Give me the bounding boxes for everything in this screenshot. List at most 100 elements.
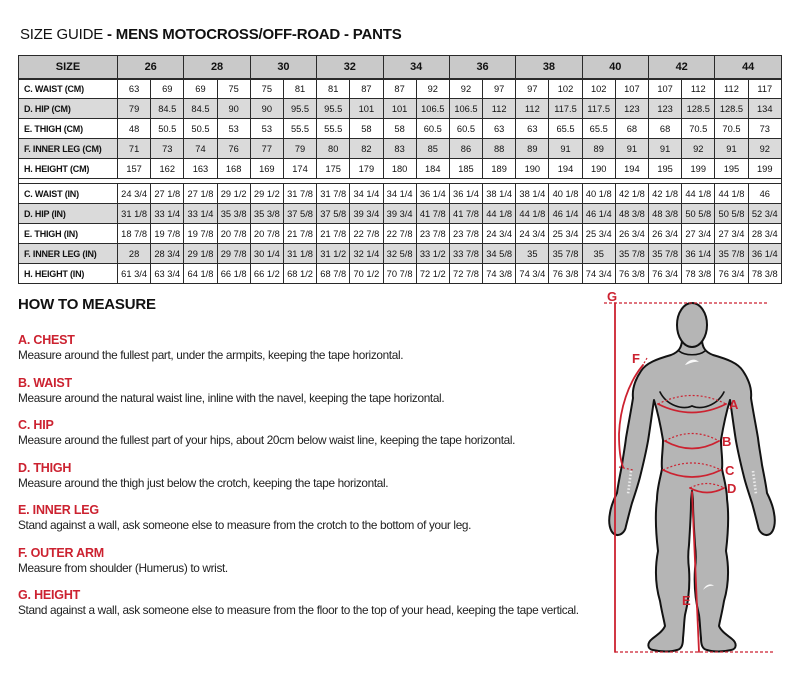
size-value-cell: 44 1/8: [515, 203, 550, 224]
size-value-cell: 40 1/8: [581, 183, 616, 204]
size-value-cell: 33 1/4: [150, 203, 185, 224]
measure-item: A. CHEST Measure around the fullest part…: [18, 333, 603, 363]
size-value-cell: 112: [515, 98, 550, 119]
table-row: E. THIGH (IN) 18 7/8 19 7/8 19 7/8 20 7/8 20 …: [18, 223, 783, 244]
thigh-band-d-back: [689, 482, 725, 489]
size-value-cell: 38 1/4: [482, 183, 517, 204]
size-value-cell: 157: [116, 158, 152, 179]
size-value-cell: 68: [614, 118, 650, 139]
size-value-cell: 53: [216, 118, 251, 139]
size-value-cell: 36 1/4: [747, 243, 783, 264]
size-value-cell: 73: [747, 118, 783, 139]
size-value-cell: 102: [581, 78, 616, 99]
size-value-cell: 27 1/8: [183, 183, 218, 204]
size-value-cell: 97: [482, 78, 517, 99]
outer-arm-line-f: [618, 364, 644, 468]
size-value-cell: 76 3/4: [647, 263, 683, 284]
size-value-cell: 92: [747, 138, 783, 159]
size-value-cell: 42 1/8: [647, 183, 683, 204]
size-value-cell: 163: [183, 158, 218, 179]
size-value-cell: 33 7/8: [448, 243, 484, 264]
size-value-cell: 26 3/4: [647, 223, 683, 244]
size-value-cell: 117: [747, 78, 783, 99]
waist-band-b: [664, 440, 720, 450]
measure-item-text: Measure around the fullest part of your …: [18, 433, 516, 448]
size-value-cell: 52 3/4: [747, 203, 783, 224]
size-value-cell: 34 5/8: [482, 243, 517, 264]
size-value-cell: 21 7/8: [282, 223, 318, 244]
size-value-cell: 53: [249, 118, 284, 139]
size-value-cell: 26 3/4: [614, 223, 650, 244]
size-value-cell: 70.5: [714, 118, 749, 139]
size-value-cell: 87: [382, 78, 417, 99]
size-value-cell: 27 1/8: [150, 183, 185, 204]
size-value-cell: 107: [647, 78, 683, 99]
size-column-header: 40: [581, 55, 650, 80]
measure-item-text: Measure around the thigh just below the …: [18, 475, 389, 490]
size-value-cell: 180: [382, 158, 417, 179]
size-value-cell: 189: [482, 158, 517, 179]
table-row: C. WAIST (CM) 63 69 69 75 75 81 81 87 87 92 92 97 97 1…: [18, 78, 783, 99]
size-value-cell: 35 7/8: [714, 243, 749, 264]
table-row: F. INNER LEG (IN) 28 28 3/4 29 1/8 29 7/8 30 …: [18, 243, 783, 264]
row-label: H. HEIGHT (IN): [18, 263, 118, 284]
size-value-cell: 194: [548, 158, 583, 179]
waist-band-b-back: [664, 432, 720, 442]
figure-label-a: A: [729, 397, 739, 412]
size-value-cell: 19 7/8: [150, 223, 185, 244]
size-value-cell: 19 7/8: [183, 223, 218, 244]
size-value-cell: 85: [415, 138, 450, 159]
size-value-cell: 92: [681, 138, 716, 159]
size-column-header: 32: [316, 55, 384, 80]
row-label: H. HEIGHT (CM): [18, 158, 118, 179]
size-value-cell: 60.5: [448, 118, 484, 139]
figure-label-d: D: [727, 481, 736, 496]
head: [676, 302, 708, 348]
figure-label-e: E: [682, 593, 691, 608]
size-value-cell: 74 3/4: [581, 263, 616, 284]
row-label: F. INNER LEG (CM): [18, 138, 118, 159]
size-value-cell: 24 3/4: [116, 183, 152, 204]
measure-item-heading: B. WAIST: [18, 375, 72, 390]
size-value-cell: 42 1/8: [614, 183, 650, 204]
size-value-cell: 74 3/4: [515, 263, 550, 284]
size-value-cell: 31 7/8: [316, 183, 351, 204]
alpinestars-logo-chest: [685, 359, 699, 365]
size-value-cell: 37 5/8: [316, 203, 351, 224]
measure-item: C. HIP Measure around the fullest part o…: [18, 418, 603, 448]
collar-line: [678, 350, 706, 356]
measure-item-heading: E. INNER LEG: [18, 503, 99, 518]
size-value-cell: 25 3/4: [581, 223, 616, 244]
measure-item: E. INNER LEG Stand against a wall, ask s…: [18, 503, 603, 533]
size-value-cell: 78 3/8: [747, 263, 783, 284]
size-value-cell: 76 3/8: [548, 263, 583, 284]
size-value-cell: 25 3/4: [548, 223, 583, 244]
size-value-cell: 60.5: [415, 118, 450, 139]
size-value-cell: 195: [714, 158, 749, 179]
row-label: D. HIP (IN): [18, 203, 118, 224]
measure-item: F. OUTER ARM Measure from shoulder (Hume…: [18, 546, 603, 576]
size-value-cell: 55.5: [316, 118, 351, 139]
page-title: SIZE GUIDE - MENS MOTOCROSS/OFF-ROAD - PA…: [20, 26, 402, 43]
size-value-cell: 27 3/4: [714, 223, 749, 244]
size-value-cell: 23 7/8: [448, 223, 484, 244]
size-value-cell: 179: [349, 158, 384, 179]
size-value-cell: 106.5: [415, 98, 450, 119]
size-value-cell: 24 3/4: [515, 223, 550, 244]
size-value-cell: 36 1/4: [448, 183, 484, 204]
size-value-cell: 102: [548, 78, 583, 99]
size-value-cell: 38 1/4: [515, 183, 550, 204]
forearm-print-left: [626, 470, 633, 495]
size-value-cell: 41 7/8: [415, 203, 450, 224]
inner-leg-line-e: [691, 491, 700, 653]
row-label: C. WAIST (CM): [18, 78, 118, 99]
size-value-cell: 95.5: [316, 98, 351, 119]
measure-item-heading: D. THIGH: [18, 460, 72, 475]
size-value-cell: 66 1/2: [249, 263, 284, 284]
size-value-cell: 87: [349, 78, 384, 99]
size-value-cell: 75: [216, 78, 251, 99]
size-value-cell: 70 1/2: [349, 263, 384, 284]
figure-label-g: G: [607, 289, 617, 304]
size-value-cell: 36 1/4: [415, 183, 450, 204]
size-value-cell: 22 7/8: [349, 223, 384, 244]
